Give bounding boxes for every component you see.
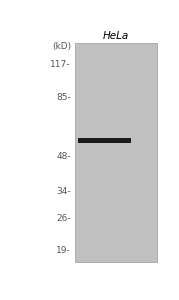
Text: 19-: 19-	[56, 247, 71, 256]
Text: 26-: 26-	[56, 214, 71, 224]
Bar	[75, 43, 157, 262]
Text: 48-: 48-	[56, 152, 71, 160]
Text: (kD): (kD)	[52, 42, 71, 51]
Text: 34-: 34-	[56, 187, 71, 196]
Text: 85-: 85-	[56, 93, 71, 102]
Bar	[78, 138, 131, 143]
Text: HeLa: HeLa	[103, 31, 129, 40]
Text: 117-: 117-	[50, 60, 71, 69]
